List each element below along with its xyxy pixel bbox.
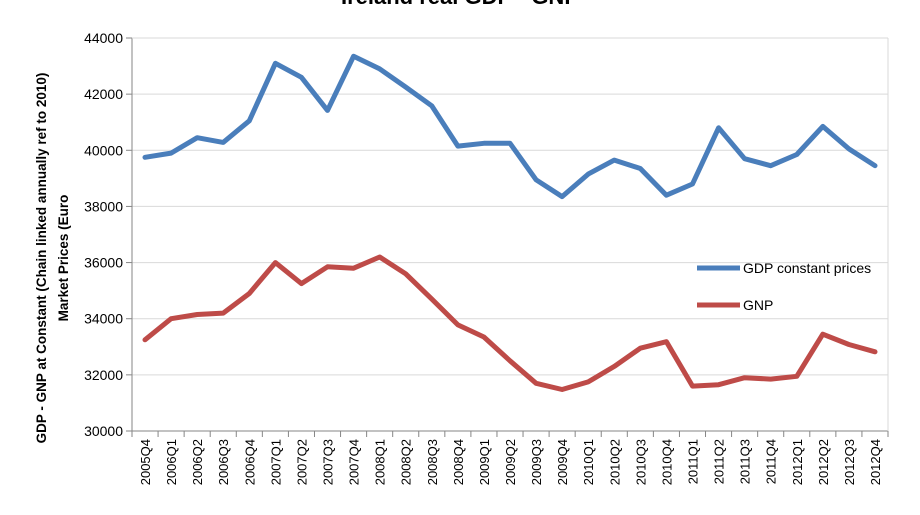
x-tick-label: 2010Q2 [607,439,622,485]
series-lines [142,53,878,392]
x-tick-label: 2010Q4 [659,439,674,485]
x-tick-label: 2008Q2 [399,439,414,485]
x-tick-labels: 2005Q4 2006Q1 2006Q2 2006Q3 2006Q4 2007Q1 2007… [138,439,883,485]
x-tick-label: 2006Q3 [216,439,231,485]
x-tick-label: 2012Q1 [790,439,805,485]
y-tick-label: 40000 [84,142,123,158]
x-tick-label: 2007Q4 [347,439,362,485]
series-line-0 [142,53,878,200]
x-tick-label: 2011Q1 [685,439,700,484]
x-tick-label: 2012Q2 [816,439,831,485]
x-tick-label: 2012Q4 [868,439,883,485]
y-tick-label: 38000 [84,198,123,214]
y-tick-label: 30000 [84,423,123,439]
x-tick-label: 2009Q1 [477,439,492,485]
x-tick-label: 2008Q4 [451,439,466,485]
x-tick-label: 2005Q4 [138,439,153,485]
y-tick-label: 34000 [84,311,123,327]
x-tick-label: 2008Q1 [373,439,388,485]
gridlines [126,37,888,432]
x-tick-label: 2009Q4 [555,439,570,485]
legend: GDP constant prices GNP [697,260,871,313]
y-tick-label: 36000 [84,255,123,271]
y-axis-label-line2: Market Prices (Euro [56,195,71,322]
x-tick-label: 2010Q3 [633,439,648,485]
x-tick-label: 2010Q1 [581,439,596,485]
y-tick-label: 44000 [84,30,123,46]
axes [131,37,889,437]
legend-label-1: GNP [743,297,773,313]
legend-label-0: GDP constant prices [743,260,871,276]
x-tick-label: 2007Q2 [294,439,309,485]
x-tick-label: 2011Q3 [738,439,753,484]
y-tick-labels: 30000 32000 34000 36000 38000 40000 42000 44000 [84,30,123,439]
x-tick-label: 2007Q1 [268,439,283,485]
chart-title: Ireland real GDP - GNP [341,0,579,9]
x-tick-label: 2008Q3 [425,439,440,485]
x-tick-label: 2009Q3 [529,439,544,485]
x-tick-label: 2006Q2 [190,439,205,485]
y-axis-label-line1: GDP - GNP at Constant (Chain linked annu… [34,73,49,444]
x-tick-label: 2007Q3 [321,439,336,485]
y-axis-label: GDP - GNP at Constant (Chain linked annu… [34,73,71,444]
x-tick-label: 2006Q4 [242,439,257,485]
y-tick-label: 42000 [84,86,123,102]
x-tick-label: 2006Q1 [164,439,179,485]
x-tick-label: 2012Q3 [842,439,857,485]
y-tick-label: 32000 [84,367,123,383]
x-tick-label: 2009Q2 [503,439,518,485]
series-line-1 [142,254,878,392]
x-tick-label: 2011Q4 [764,439,779,484]
x-tick-label: 2011Q2 [712,439,727,484]
